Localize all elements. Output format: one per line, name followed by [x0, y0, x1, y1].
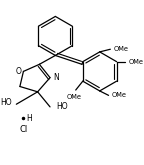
Text: OMe: OMe — [129, 59, 144, 65]
Text: N: N — [53, 73, 59, 82]
Text: HO: HO — [57, 102, 68, 111]
Text: OMe: OMe — [114, 46, 129, 52]
Text: OMe: OMe — [112, 92, 127, 98]
Text: H: H — [26, 114, 32, 123]
Text: O: O — [15, 67, 21, 76]
Text: Cl: Cl — [19, 125, 28, 133]
Text: OMe: OMe — [66, 94, 82, 100]
Text: HO: HO — [0, 98, 12, 107]
